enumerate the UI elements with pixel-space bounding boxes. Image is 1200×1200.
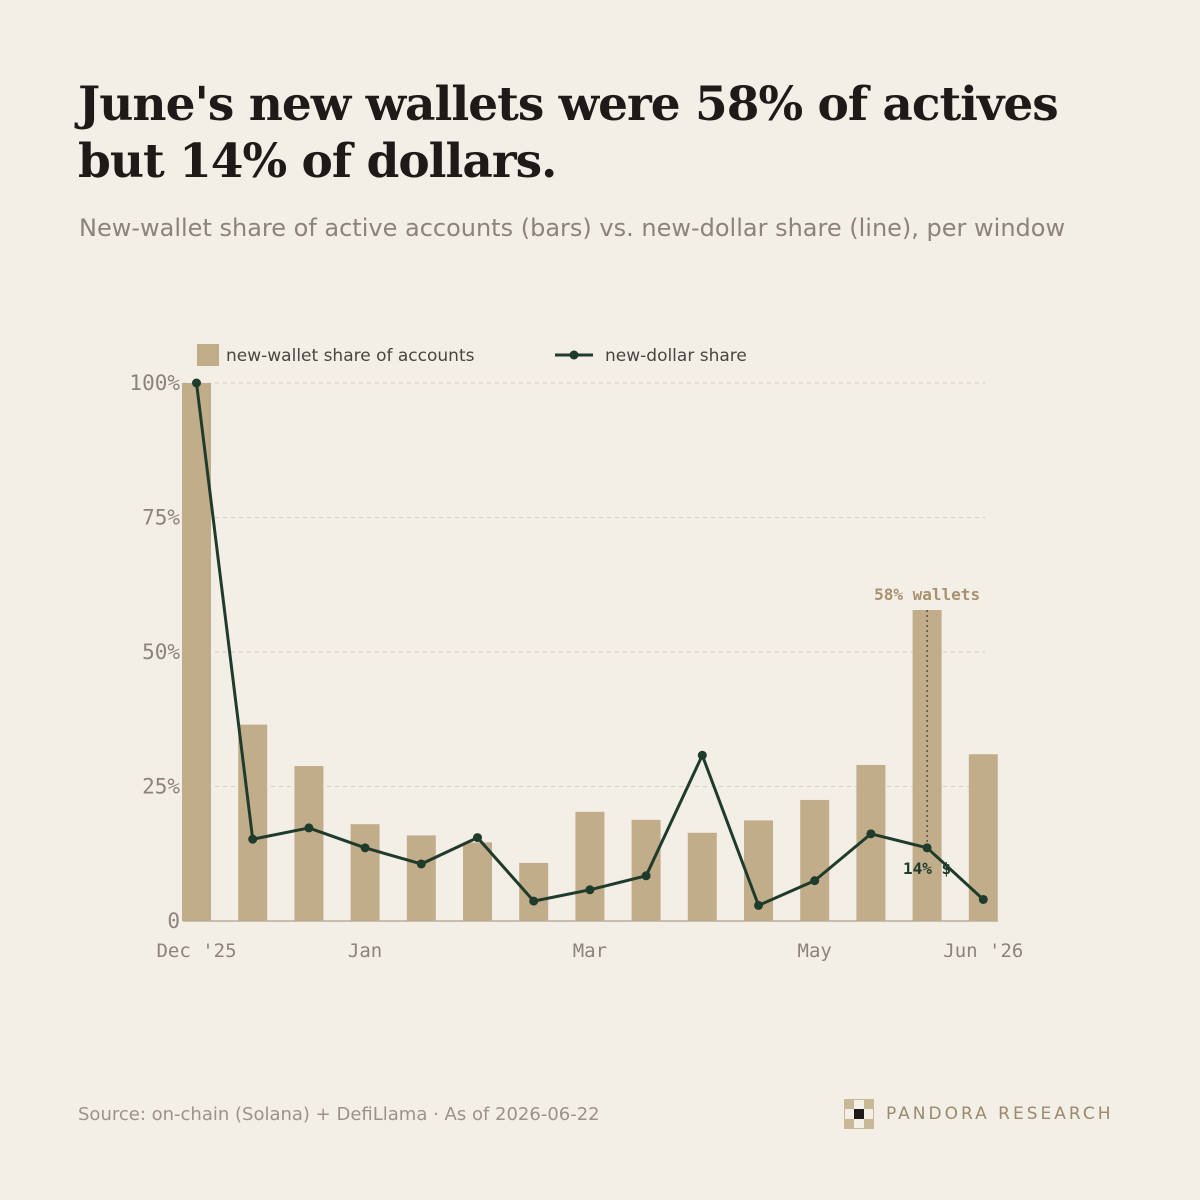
- legend: new-wallet share of accounts new-dollar …: [197, 344, 747, 366]
- y-tick-label: 50%: [142, 640, 180, 664]
- brand: PANDORA RESEARCH: [844, 1098, 1113, 1130]
- y-tick-label: 0: [167, 909, 180, 933]
- y-tick-label: 100%: [129, 371, 180, 395]
- legend-bar-swatch: [197, 344, 219, 366]
- annotation-wallets: 58% wallets: [874, 585, 980, 604]
- annotation-dollars: 14% $: [903, 859, 951, 878]
- x-tick-label: Jun '26: [943, 940, 1023, 962]
- line-point: [416, 859, 426, 869]
- combo-chart: new-wallet share of accounts new-dollar …: [129, 344, 1023, 962]
- x-tick-label: Dec '25: [156, 940, 236, 962]
- chart-title: June's new wallets were 58% of actives b…: [78, 77, 1059, 189]
- line-point: [641, 871, 651, 881]
- line-point: [754, 900, 763, 910]
- line-point: [866, 829, 876, 839]
- bar: [519, 862, 549, 921]
- x-tick-label: Mar: [573, 940, 607, 962]
- legend-bar-label: new-wallet share of accounts: [226, 346, 475, 366]
- bar: [294, 766, 324, 921]
- line-point: [922, 843, 932, 853]
- bar: [575, 811, 605, 921]
- bar: [463, 842, 492, 921]
- x-tick-label: Jan: [348, 940, 382, 962]
- line-point: [585, 885, 595, 895]
- brand-name: PANDORA RESEARCH: [886, 1104, 1114, 1124]
- line-point: [192, 378, 201, 388]
- grid-layer: [183, 382, 985, 787]
- chart-subtitle: New-wallet share of active accounts (bar…: [79, 214, 1066, 242]
- legend-line-marker: [569, 350, 579, 360]
- bar: [800, 799, 830, 921]
- bar: [406, 835, 436, 921]
- line-layer: [192, 378, 988, 910]
- annotation-layer: 58% wallets 14% $: [874, 585, 980, 878]
- line-point: [697, 750, 707, 760]
- axis-layer: 0 25% 50% 75% 100% Dec '25 Jan Mar May Jun '26: [129, 371, 1023, 962]
- bar: [350, 824, 380, 921]
- pandora-logo-icon: [844, 1099, 874, 1129]
- line-point: [810, 876, 820, 886]
- line-point: [529, 896, 539, 906]
- line-point: [360, 843, 370, 853]
- x-tick-label: May: [798, 940, 832, 962]
- bar: [687, 832, 717, 921]
- source-note: Source: on-chain (Solana) + DefiLlama · …: [78, 1104, 600, 1125]
- bar: [631, 819, 661, 921]
- y-tick-label: 75%: [142, 506, 180, 530]
- line-point: [248, 834, 258, 844]
- line-point: [473, 833, 482, 843]
- line-point: [304, 823, 314, 833]
- y-tick-label: 25%: [142, 775, 180, 799]
- line-point: [978, 894, 988, 904]
- bar: [968, 754, 998, 921]
- legend-line-label: new-dollar share: [605, 346, 747, 366]
